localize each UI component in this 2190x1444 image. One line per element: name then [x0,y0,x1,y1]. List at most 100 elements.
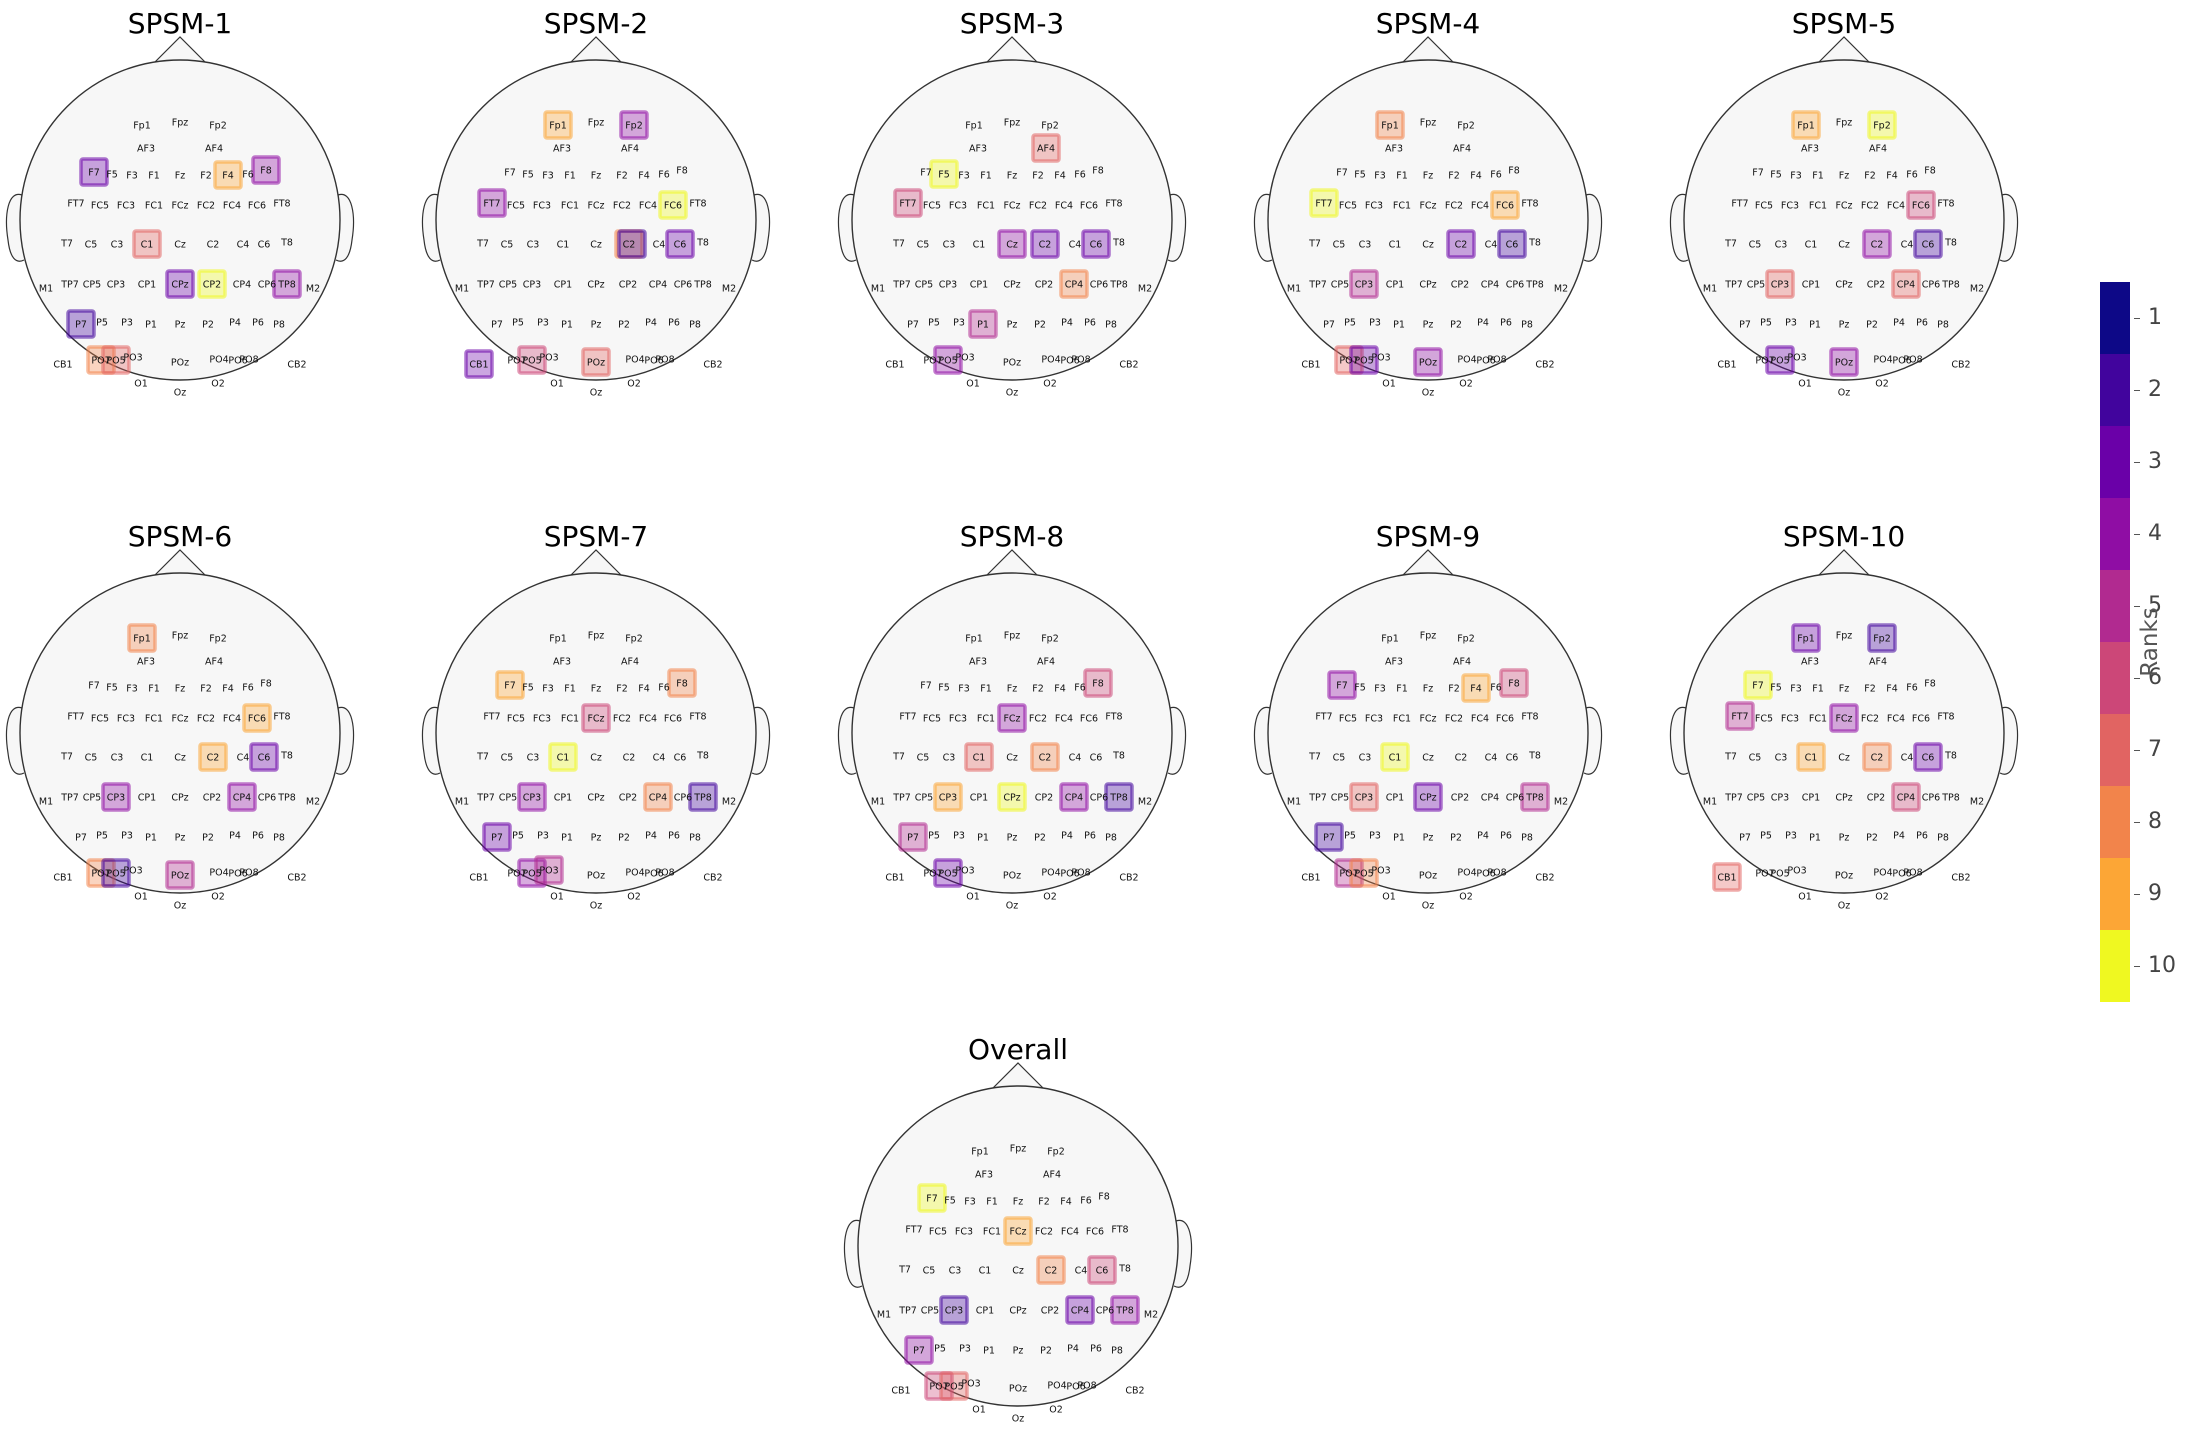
colorbar-tick [2134,966,2140,967]
electrode-label-tp7: TP7 [60,280,79,291]
topomap-panel-spsm-10: SPSM-10 Fp1 Fpz Fp2 AF3 AF4 F7 F5 F3 F1 Fz F2 F4 F6 F8… [1669,520,2019,912]
head-outline [857,1085,1179,1407]
electrode-label-fc3: FC3 [117,714,135,725]
electrode-label-c2: C2 [207,240,220,251]
electrode-label-f4: F4 [1470,684,1482,695]
electrode-label-po4: PO4 [625,355,644,366]
electrode-label-c6: C6 [1922,753,1935,764]
electrode-label-po7: PO7 [1755,356,1774,367]
electrode-label-f7: F7 [920,168,932,179]
electrode-label-p6: P6 [668,831,680,842]
electrode-label-tp7: TP7 [898,1306,917,1317]
electrode-label-af3: AF3 [553,144,571,155]
electrode-label-fp1: Fp1 [549,634,567,645]
electrode-label-po8: PO8 [1071,355,1090,366]
electrode-label-fc2: FC2 [1445,201,1463,212]
electrode-label-f2: F2 [616,171,628,182]
electrode-label-m2: M2 [1970,284,1984,295]
electrode-label-c3: C3 [943,753,956,764]
electrode-label-po6: PO6 [644,869,663,880]
topomap-panel-spsm-2: SPSM-2 Fp1 Fpz Fp2 AF3 AF4 F7 F5 F3 F1 Fz F2 F4 F6 F8 F… [421,7,771,399]
electrode-label-m1: M1 [1703,797,1717,808]
electrode-label-cb2: CB2 [1535,360,1554,371]
electrode-label-cb2: CB2 [1119,873,1138,884]
electrode-label-p7: P7 [913,1346,925,1357]
electrode-highlight-f7 [1743,670,1773,700]
electrode-label-fp2: Fp2 [209,121,227,132]
electrode-label-fc1: FC1 [983,1227,1001,1238]
electrode-label-ft7: FT7 [483,712,500,723]
electrode-highlight-cpz [997,782,1027,812]
electrode-label-o2: O2 [1043,892,1057,903]
electrode-label-po3: PO3 [123,866,142,877]
electrode-label-m2: M2 [722,797,736,808]
electrode-label-oz: Oz [1838,901,1850,912]
electrode-label-po3: PO3 [955,866,974,877]
electrode-label-pz: Pz [1839,833,1850,844]
electrode-label-o2: O2 [1049,1405,1063,1416]
electrode-label-po3: PO3 [539,353,558,364]
electrode-label-p3: P3 [1785,318,1797,329]
topomap-panel-overall: Overall Fp1 Fpz Fp2 AF3 AF4 F7 F5 F3 F1 Fz F2 F4 F6 F8… [843,1033,1193,1425]
electrode-label-ft8: FT8 [1111,1225,1128,1236]
electrode-label-f8: F8 [1092,679,1104,690]
electrode-label-po4: PO4 [209,868,228,879]
colorbar-tick-label: 7 [2148,737,2162,762]
electrode-label-af4: AF4 [1043,1170,1061,1181]
electrode-label-cz: Cz [1422,753,1434,764]
electrode-highlight-poz [1829,347,1859,377]
electrode-label-fpz: Fpz [1420,118,1436,129]
electrode-label-fc6: FC6 [248,714,266,725]
electrode-label-fc2: FC2 [1029,201,1047,212]
electrode-label-cp2: CP2 [1041,1306,1059,1317]
electrode-label-fc4: FC4 [639,201,657,212]
electrode-label-fc6: FC6 [1080,714,1098,725]
electrode-label-f2: F2 [1864,684,1876,695]
electrode-label-c4: C4 [237,753,250,764]
electrode-label-ft8: FT8 [1937,199,1954,210]
electrode-label-f6: F6 [1074,683,1086,694]
electrode-label-fc5: FC5 [91,201,109,212]
electrode-label-o2: O2 [1459,892,1473,903]
electrode-label-p1: P1 [561,833,573,844]
electrode-label-fc6: FC6 [1080,201,1098,212]
panel-title: SPSM-3 [960,7,1065,40]
electrode-label-ft7: FT7 [1731,712,1748,723]
electrode-label-c4: C4 [1485,753,1498,764]
electrode-label-cp6: CP6 [258,793,276,804]
electrode-label-cp5: CP5 [1747,793,1765,804]
electrode-label-fc3: FC3 [1365,714,1383,725]
colorbar-tick-label: 1 [2148,305,2162,330]
head-outline [435,59,757,381]
electrode-highlight-po5 [1349,858,1379,888]
electrode-label-cp5: CP5 [499,793,517,804]
electrode-highlight-po3 [534,855,564,885]
electrode-label-fc3: FC3 [949,714,967,725]
electrode-label-p6: P6 [1916,831,1928,842]
electrode-highlight-c6 [1913,229,1943,259]
electrode-label-f4: F4 [1054,171,1066,182]
electrode-label-t8: T8 [1944,238,1957,249]
electrode-highlight-p7 [66,309,96,339]
electrode-label-fc6: FC6 [248,201,266,212]
electrode-label-po7: PO7 [923,869,942,880]
electrode-label-fc6: FC6 [1912,714,1930,725]
electrode-label-o2: O2 [627,379,641,390]
electrode-label-oz: Oz [1006,388,1018,399]
electrode-label-t7: T7 [1308,752,1321,763]
electrode-label-t7: T7 [60,752,73,763]
electrode-label-p2: P2 [1450,320,1462,331]
electrode-label-p5: P5 [96,831,108,842]
electrode-label-cz: Cz [1006,240,1018,251]
electrode-label-p1: P1 [983,1346,995,1357]
electrode-label-cp5: CP5 [915,280,933,291]
electrode-label-f3: F3 [1790,171,1802,182]
electrode-label-poz: POz [1835,358,1853,369]
electrode-label-p6: P6 [252,831,264,842]
electrode-label-f1: F1 [564,171,576,182]
electrode-highlight-fp2 [619,110,649,140]
colorbar-tick-label: 8 [2148,809,2162,834]
electrode-label-fp2: Fp2 [1873,121,1891,132]
electrode-highlight-po5 [517,858,547,888]
electrode-label-f7: F7 [504,168,516,179]
